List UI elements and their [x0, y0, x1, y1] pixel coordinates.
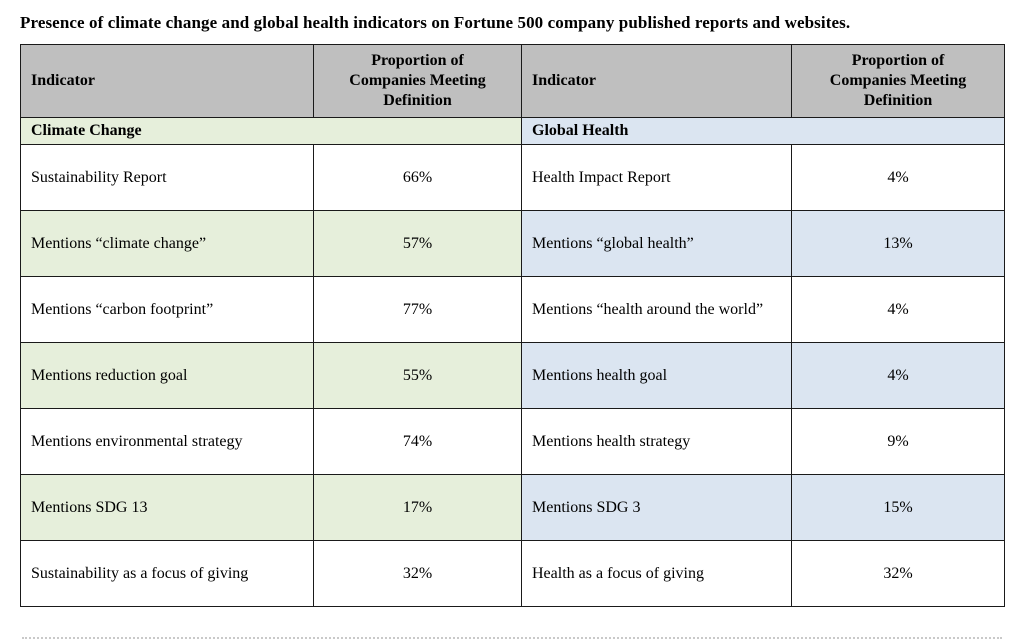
value-cell: 17%: [313, 474, 522, 541]
header-proportion-left: Proportion of Companies Meeting Definiti…: [313, 44, 522, 118]
value-cell: 57%: [313, 210, 522, 277]
value-cell: 77%: [313, 276, 522, 343]
indicator-cell: Mentions “climate change”: [20, 210, 314, 277]
value-cell: 15%: [791, 474, 1005, 541]
indicator-cell: Mentions SDG 13: [20, 474, 314, 541]
indicator-cell: Mentions environmental strategy: [20, 408, 314, 475]
table-header: Indicator Proportion of Companies Meetin…: [20, 44, 1005, 118]
indicator-cell: Health Impact Report: [521, 144, 792, 211]
table-row: Mentions reduction goal 55% Mentions hea…: [20, 342, 1005, 409]
cropped-next-element-edge: [22, 637, 1002, 639]
table-row: Mentions “climate change” 57% Mentions “…: [20, 210, 1005, 277]
header-row: Indicator Proportion of Companies Meetin…: [20, 44, 1005, 118]
table-row: Sustainability as a focus of giving 32% …: [20, 540, 1005, 607]
header-indicator-left: Indicator: [20, 44, 314, 118]
indicator-cell: Mentions health strategy: [521, 408, 792, 475]
value-cell: 32%: [313, 540, 522, 607]
indicator-cell: Mentions reduction goal: [20, 342, 314, 409]
value-cell: 4%: [791, 144, 1005, 211]
indicator-cell: Mentions health goal: [521, 342, 792, 409]
header-proportion-right: Proportion of Companies Meeting Definiti…: [791, 44, 1005, 118]
indicator-cell: Health as a focus of giving: [521, 540, 792, 607]
indicators-table: Indicator Proportion of Companies Meetin…: [20, 44, 1005, 607]
table-row: Mentions environmental strategy 74% Ment…: [20, 408, 1005, 475]
value-cell: 55%: [313, 342, 522, 409]
indicator-cell: Mentions “global health”: [521, 210, 792, 277]
section-climate-change: Climate Change: [20, 117, 522, 145]
value-cell: 13%: [791, 210, 1005, 277]
table-row: Mentions “carbon footprint” 77% Mentions…: [20, 276, 1005, 343]
header-indicator-right: Indicator: [521, 44, 792, 118]
table-row: Sustainability Report 66% Health Impact …: [20, 144, 1005, 211]
indicator-cell: Sustainability Report: [20, 144, 314, 211]
value-cell: 74%: [313, 408, 522, 475]
value-cell: 32%: [791, 540, 1005, 607]
table-row: Mentions SDG 13 17% Mentions SDG 3 15%: [20, 474, 1005, 541]
value-cell: 9%: [791, 408, 1005, 475]
value-cell: 4%: [791, 276, 1005, 343]
table-body: Climate Change Global Health Sustainabil…: [20, 117, 1005, 607]
indicator-cell: Mentions “health around the world”: [521, 276, 792, 343]
section-global-health: Global Health: [521, 117, 1005, 145]
value-cell: 66%: [313, 144, 522, 211]
section-row: Climate Change Global Health: [20, 117, 1005, 145]
value-cell: 4%: [791, 342, 1005, 409]
table-caption: Presence of climate change and global he…: [20, 13, 851, 32]
indicator-cell: Sustainability as a focus of giving: [20, 540, 314, 607]
indicator-cell: Mentions “carbon footprint”: [20, 276, 314, 343]
indicator-cell: Mentions SDG 3: [521, 474, 792, 541]
